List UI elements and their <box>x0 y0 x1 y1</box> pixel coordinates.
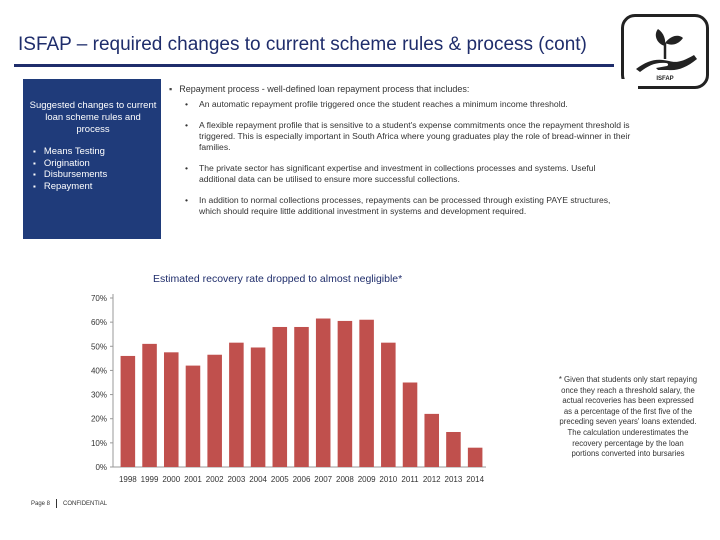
x-tick-label: 2012 <box>423 475 441 484</box>
bar-2000 <box>163 352 179 467</box>
suggested-changes-panel: Suggested changes to current loan scheme… <box>23 79 161 239</box>
repayment-process-panel: Repayment process - well-defined loan re… <box>161 79 638 239</box>
page-footer: Page 8 CONFIDENTIAL <box>31 499 107 508</box>
x-tick-label: 1998 <box>119 475 137 484</box>
page-title: ISFAP – required changes to current sche… <box>18 34 587 55</box>
logo-text: ISFAP <box>656 76 674 82</box>
suggested-changes-list: Means Testing Origination Disbursements … <box>33 146 107 192</box>
bar-2011 <box>402 382 418 467</box>
list-item: A flexible repayment profile that is sen… <box>185 120 633 153</box>
bar-2014 <box>467 447 483 467</box>
x-tick-label: 2011 <box>401 475 419 484</box>
y-tick-label: 40% <box>91 366 107 375</box>
bar-1998 <box>120 355 136 467</box>
bar-2001 <box>185 365 201 467</box>
bar-2005 <box>272 326 288 467</box>
repayment-process-heading: Repayment process - well-defined loan re… <box>169 84 469 94</box>
list-item: Disbursements <box>33 169 107 181</box>
x-tick-label: 2013 <box>445 475 463 484</box>
x-tick-label: 2002 <box>206 475 224 484</box>
hand-with-seedling-icon <box>636 29 697 72</box>
y-tick-label: 10% <box>91 439 107 448</box>
x-tick-label: 2004 <box>249 475 267 484</box>
y-tick-label: 70% <box>91 294 107 303</box>
bar-2009 <box>359 319 374 467</box>
x-tick-label: 2009 <box>358 475 376 484</box>
page-number: Page 8 <box>31 501 51 508</box>
x-tick-label: 2007 <box>314 475 332 484</box>
bar-2008 <box>337 320 353 467</box>
list-item: Means Testing <box>33 146 107 158</box>
isfap-logo: ISFAP <box>621 14 709 89</box>
bar-2007 <box>315 318 331 467</box>
bar-2004 <box>250 347 266 467</box>
x-tick-label: 2003 <box>227 475 245 484</box>
title-underline <box>14 64 614 67</box>
x-tick-label: 1999 <box>141 475 159 484</box>
list-item: An automatic repayment profile triggered… <box>185 99 633 110</box>
y-tick-label: 0% <box>95 463 107 472</box>
bar-2002 <box>207 354 222 467</box>
chart-bars <box>120 318 483 467</box>
bar-2012 <box>424 413 440 467</box>
list-item: Origination <box>33 158 107 170</box>
confidential-label: CONFIDENTIAL <box>63 501 108 508</box>
bar-2003 <box>229 342 244 467</box>
bar-1999 <box>142 343 157 467</box>
chart-labels: 0% 10% 20% 30% 40% 50% 60% 70% 1998 1999 2000 2001 2… <box>91 294 485 484</box>
x-tick-label: 2008 <box>336 475 354 484</box>
y-tick-label: 50% <box>91 342 107 351</box>
x-tick-label: 2000 <box>162 475 180 484</box>
chart-footnote: * Given that students only start repayin… <box>558 375 698 459</box>
x-tick-label: 2005 <box>271 475 289 484</box>
bar-2006 <box>294 326 309 467</box>
list-item: The private sector has significant exper… <box>185 163 633 185</box>
repayment-process-list: An automatic repayment profile triggered… <box>185 99 633 227</box>
x-tick-label: 2014 <box>466 475 484 484</box>
x-tick-label: 2006 <box>293 475 311 484</box>
list-item: In addition to normal collections proces… <box>185 195 633 217</box>
bar-2010 <box>381 342 396 467</box>
y-tick-label: 20% <box>91 415 107 424</box>
bar-2013 <box>446 431 461 467</box>
y-tick-label: 60% <box>91 318 107 327</box>
suggested-changes-heading: Suggested changes to current loan scheme… <box>29 100 157 135</box>
x-tick-label: 2001 <box>184 475 202 484</box>
y-tick-label: 30% <box>91 391 107 400</box>
footer-divider <box>56 499 58 508</box>
x-tick-label: 2010 <box>379 475 397 484</box>
list-item: Repayment <box>33 181 107 193</box>
chart-title: Estimated recovery rate dropped to almos… <box>153 273 403 285</box>
